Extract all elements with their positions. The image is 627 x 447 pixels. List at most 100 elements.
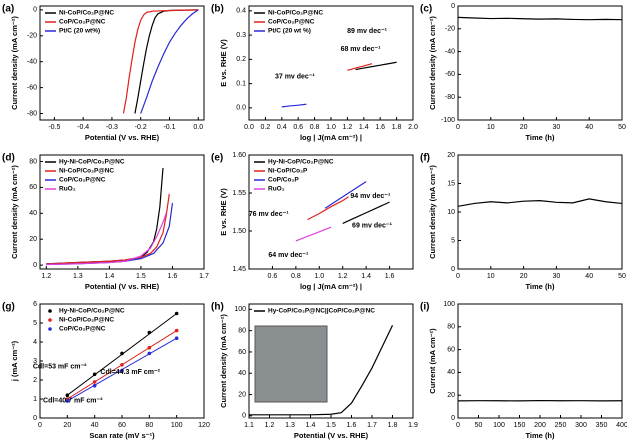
x-tick-label: 1.1: [244, 422, 254, 429]
y-tick-label: 20: [29, 236, 37, 243]
plot-frame: [457, 154, 623, 270]
series-line: [140, 9, 199, 114]
point: [120, 363, 124, 367]
y-axis-label: E vs. RHE (V): [219, 188, 228, 236]
point: [92, 372, 97, 377]
panel-label: (d): [2, 153, 15, 164]
x-tick-label: 0.4: [277, 124, 287, 131]
x-tick-label: 60: [118, 422, 126, 429]
legend-label: Ni-CoP/Co₂P: [268, 168, 308, 175]
legend-marker: [48, 309, 52, 313]
annotation: 76 mv dec⁻¹: [249, 211, 290, 218]
legend-label: CoP/Co₂P@NC: [59, 326, 106, 333]
y-tick-label: 1: [33, 396, 37, 403]
y-tick-label: -20: [445, 26, 455, 33]
y-tick-label: 0: [33, 7, 37, 14]
y-tick-label: 3: [33, 358, 37, 365]
legend-label: CoP/Co₂P: [268, 177, 299, 184]
x-tick-label: 50: [618, 273, 626, 280]
series-line: [457, 198, 623, 207]
series-line: [307, 196, 349, 221]
panel-label: (a): [2, 4, 14, 15]
x-tick-label: 1.5: [136, 273, 146, 280]
panel: (a) -0.5 -0.4 -0.3 -0.2 -0.1 0.0 -80 -60 -40 -20 0 P…: [2, 4, 205, 142]
legend-label: RuO₂: [59, 186, 76, 193]
photo-inset: [254, 325, 328, 403]
x-tick-label: 1.5: [326, 422, 336, 429]
y-tick-label: 0.3: [236, 32, 246, 39]
x-axis-label: log | J(mA cm⁻²) |: [300, 133, 362, 142]
x-tick-label: 0.8: [310, 124, 320, 131]
y-tick-label: -40: [445, 48, 455, 55]
x-tick-label: 0.2: [261, 124, 271, 131]
annotation: 89 mv dec⁻¹: [347, 28, 388, 35]
panel-label: (f): [420, 153, 430, 164]
x-tick-label: 400: [616, 422, 627, 429]
y-tick-label: -80: [27, 110, 37, 117]
point: [120, 368, 124, 373]
y-tick-label: -20: [27, 33, 37, 40]
y-tick-label: 40: [29, 210, 37, 217]
legend-label: CoP/Co₂P@NC: [59, 177, 106, 184]
legend-label: Pt/C (20 wt%): [59, 28, 100, 35]
x-tick-label: -0.3: [106, 124, 118, 131]
x-tick-label: 50: [618, 124, 626, 131]
x-axis-label: Potential (V vs. RHE): [85, 282, 160, 291]
legend-label: CoP/Co₂P@NC: [268, 19, 315, 26]
x-tick-label: -0.1: [163, 124, 175, 131]
panel: (c) 0 10 20 30 40 50 -100 -80 -60 -40 -20 0 Time (h) C…: [420, 3, 626, 142]
y-tick-label: 0: [451, 266, 455, 273]
legend-label: Ni-CoP/Co₂P@NC: [268, 10, 323, 17]
point: [174, 336, 179, 341]
annotation: 64 mv dec⁻¹: [268, 252, 309, 259]
series-line: [134, 9, 199, 114]
y-tick-label: 0: [33, 415, 37, 422]
panel-label: (c): [420, 4, 432, 15]
y-tick-label: 5: [33, 320, 37, 327]
plot-frame: [457, 5, 623, 121]
x-tick-label: 120: [198, 422, 210, 429]
x-tick-label: 1.4: [306, 422, 316, 429]
y-tick-label: -100: [441, 117, 455, 124]
x-tick-label: 1.0: [314, 273, 324, 280]
y-tick-label: 60: [238, 349, 246, 356]
y-axis-label: E vs. RHE (V): [219, 39, 228, 87]
series-line: [281, 103, 307, 108]
legend-label: Ni-CoP/Co₂P@NC: [59, 168, 114, 175]
series-line: [324, 181, 367, 209]
y-tick-label: 5: [451, 237, 455, 244]
x-tick-label: 1.6: [168, 273, 178, 280]
plot-frame: [39, 154, 205, 270]
x-tick-label: 1.3: [73, 273, 83, 280]
x-tick-label: 1.7: [199, 273, 209, 280]
y-tick-label: 100: [443, 301, 455, 308]
x-tick-label: 1.6: [385, 273, 395, 280]
x-tick-label: 1.0: [326, 124, 336, 131]
y-tick-label: 0.1: [236, 80, 246, 87]
plot-frame: [248, 154, 414, 270]
x-tick-label: 1.9: [408, 422, 418, 429]
point: [174, 311, 179, 316]
legend-label: Hy-Ni-CoP/Co₂P@NC: [59, 308, 125, 315]
y-tick-label: 1.55: [232, 190, 246, 197]
x-tick-label: 1.4: [105, 273, 115, 280]
x-tick-label: 1.4: [361, 273, 371, 280]
annotation: 94 mv dec⁻¹: [350, 193, 391, 200]
panel: (h) 1.1 1.2 1.3 1.4 1.5 1.6 1.7 1.8 1.9 0 20 40 60 80 1…: [211, 302, 418, 440]
y-tick-label: 0: [242, 413, 246, 420]
x-axis-label: Time (h): [525, 431, 555, 440]
y-axis-label: Current (mA cm⁻²): [428, 328, 437, 394]
legend-label: Hy-Ni-CoP/Co₂P@NC: [59, 159, 125, 166]
series-line: [347, 63, 373, 71]
legend-label: RuO₂: [268, 186, 285, 193]
annotation: Cdl=40.7 mF cm⁻²: [43, 398, 103, 405]
x-tick-label: 1.8: [392, 124, 402, 131]
legend-label: Hy-CoP/Co₂P@NC||CoP/Co₂P@NC: [268, 308, 375, 315]
point: [147, 345, 152, 350]
series-line: [46, 213, 167, 266]
x-tick-label: 1.6: [375, 124, 385, 131]
x-tick-label: -0.4: [77, 124, 89, 131]
point: [120, 351, 124, 356]
x-tick-label: 40: [585, 124, 593, 131]
legend-label: Ni-CoP/Co₂P@NC: [59, 10, 114, 17]
